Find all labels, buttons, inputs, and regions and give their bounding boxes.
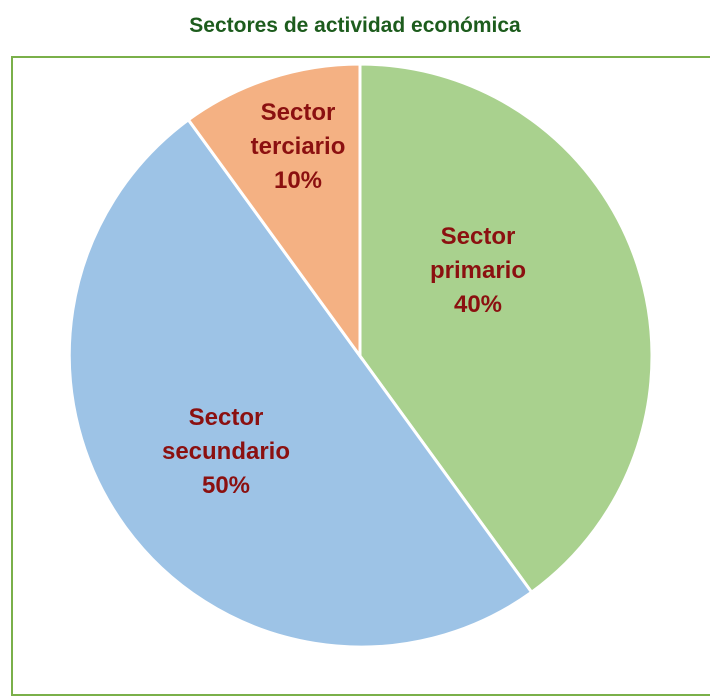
pie-slices xyxy=(67,62,654,649)
pie-slice-sector-primario xyxy=(358,62,654,595)
pie-slice-sector-secundario xyxy=(67,117,534,649)
pie-labels: Sector primario 40% Sector secundario 50% Sect… xyxy=(162,99,526,499)
slice-label-sector-terciario: Sector terciario 10% xyxy=(251,99,346,194)
slice-label-sector-primario: Sector primario 40% xyxy=(430,223,526,318)
chart-title: Sectores de actividad económica xyxy=(189,14,521,37)
pie-slice-sector-terciario xyxy=(186,62,362,361)
slice-label-sector-secundario: Sector secundario 50% xyxy=(162,404,290,499)
